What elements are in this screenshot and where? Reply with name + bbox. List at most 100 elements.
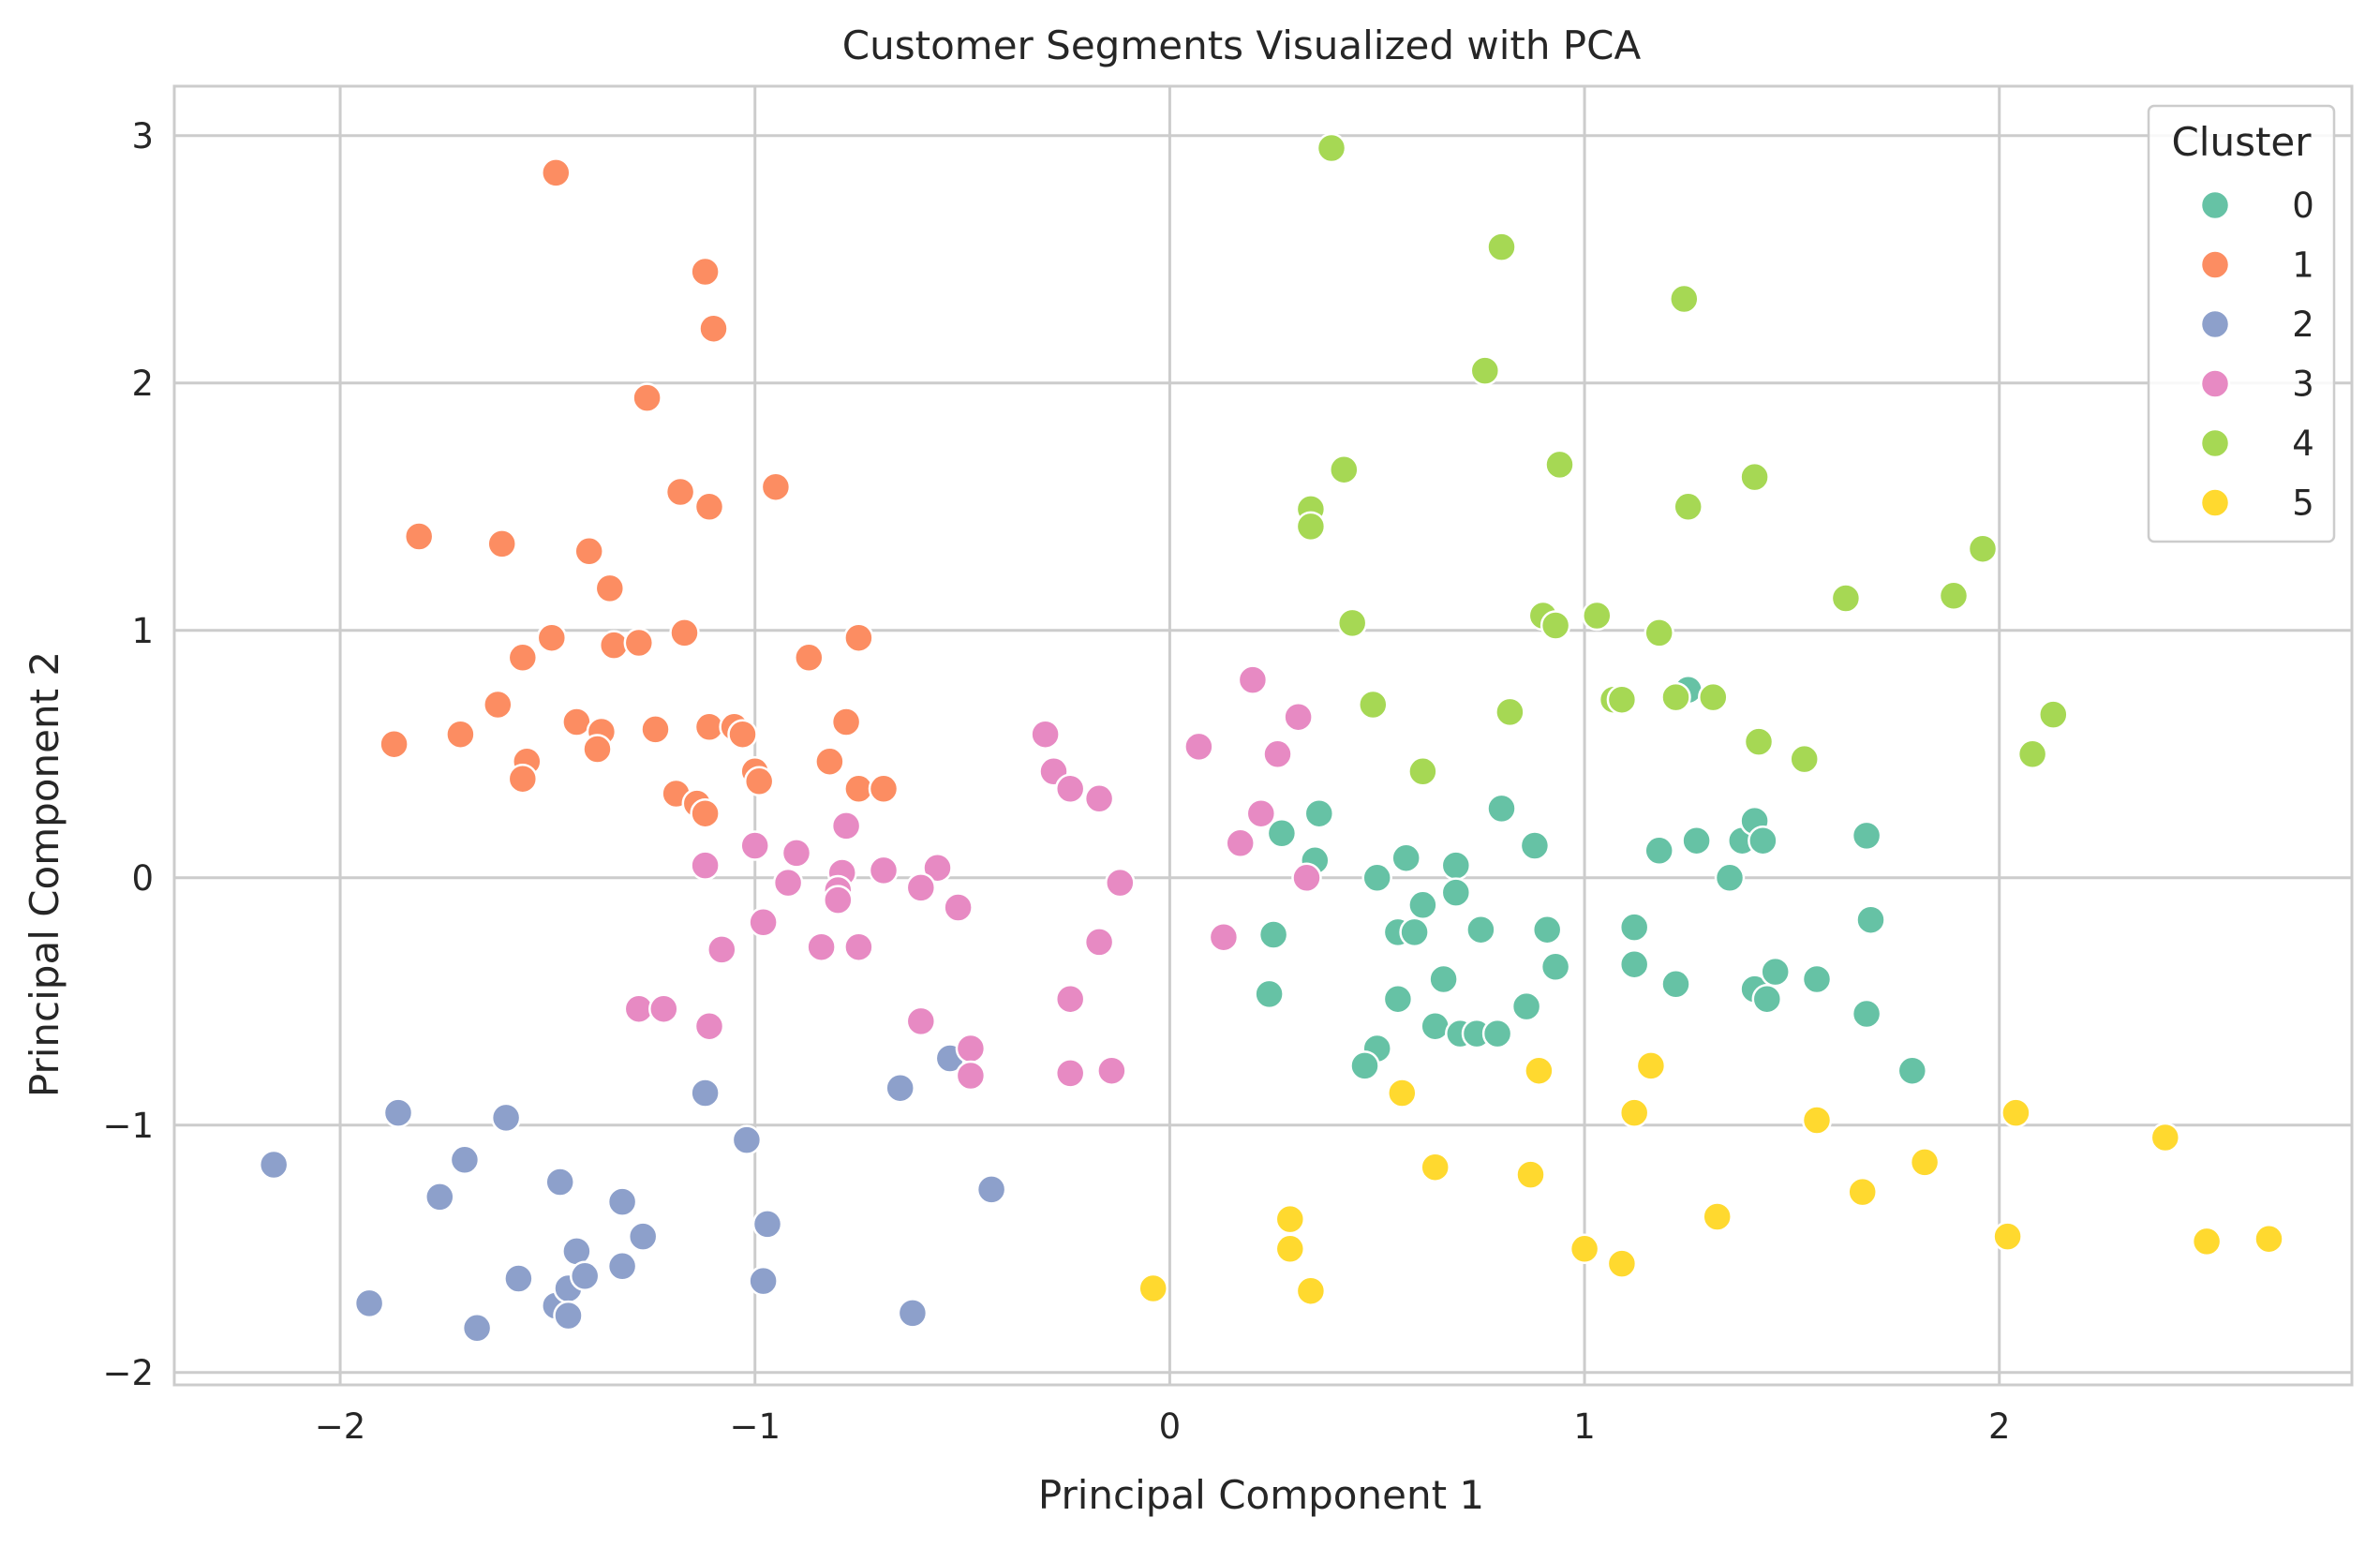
data-point — [1851, 998, 1882, 1030]
data-point — [2191, 1226, 2223, 1257]
data-point — [1714, 862, 1746, 894]
data-point — [1420, 1010, 1450, 1042]
series-4 — [1295, 132, 2069, 787]
data-point — [1283, 701, 1314, 733]
data-point — [1519, 830, 1551, 861]
data-point — [731, 1124, 763, 1155]
plot-area: −2 −1 0 1 2 −2 −1 0 1 2 3 — [102, 84, 2354, 1447]
data-point — [830, 811, 862, 841]
legend-label: 0 — [2292, 186, 2314, 226]
legend-label: 5 — [2292, 483, 2314, 524]
data-point — [943, 892, 974, 923]
data-point — [503, 1263, 534, 1294]
data-point — [806, 931, 837, 962]
data-point — [486, 528, 517, 559]
data-point — [1739, 461, 1770, 493]
data-point — [1295, 511, 1327, 543]
data-point — [1407, 756, 1438, 787]
data-point — [1540, 610, 1571, 641]
data-point — [727, 719, 758, 750]
data-point — [1789, 743, 1820, 775]
data-point — [1391, 842, 1421, 873]
y-tick-label: 1 — [131, 611, 154, 651]
data-point — [1531, 914, 1563, 945]
data-point — [868, 855, 900, 886]
data-point — [693, 491, 725, 523]
data-point — [507, 763, 539, 795]
data-point — [843, 622, 874, 653]
data-point — [1748, 825, 1778, 856]
data-point — [1295, 1275, 1327, 1306]
data-point — [781, 838, 812, 869]
legend-label: 2 — [2292, 305, 2314, 345]
data-point — [379, 728, 409, 760]
data-point — [830, 707, 862, 737]
data-point — [693, 1010, 725, 1042]
data-point — [1644, 835, 1674, 867]
data-point — [2001, 1097, 2031, 1128]
data-point — [1245, 797, 1277, 829]
data-point — [598, 630, 630, 661]
data-point — [1702, 1201, 1733, 1232]
data-point — [258, 1149, 290, 1181]
chart-title: Customer Segments Visualized with PCA — [842, 22, 1642, 68]
x-tick-label: −2 — [315, 1406, 366, 1447]
data-point — [690, 1078, 721, 1108]
data-point — [449, 1144, 481, 1176]
data-point — [1358, 689, 1389, 721]
data-point — [1618, 948, 1650, 980]
data-point — [1751, 983, 1783, 1015]
data-point — [1083, 783, 1115, 814]
data-point — [690, 256, 721, 288]
data-point — [1635, 1050, 1667, 1081]
data-point — [955, 1033, 987, 1064]
data-point — [1582, 600, 1613, 632]
legend-label: 4 — [2292, 424, 2314, 464]
data-point — [1054, 773, 1086, 805]
data-point — [1361, 862, 1392, 894]
series-2 — [258, 1043, 1007, 1344]
data-point — [1681, 825, 1712, 856]
x-tick-label: 1 — [1573, 1406, 1596, 1447]
data-point — [1096, 1055, 1127, 1086]
data-point — [648, 993, 679, 1024]
legend-marker — [2199, 189, 2231, 221]
data-point — [424, 1182, 455, 1212]
data-point — [606, 1186, 638, 1217]
data-point — [1266, 818, 1298, 849]
series-0 — [1254, 674, 1928, 1086]
y-tick-label: 2 — [131, 364, 154, 404]
data-point — [573, 536, 604, 567]
data-point — [461, 1313, 493, 1344]
data-point — [1274, 1233, 1306, 1265]
data-point — [2016, 738, 2048, 770]
data-point — [955, 1060, 987, 1092]
legend-marker — [2199, 427, 2231, 459]
data-point — [403, 521, 435, 552]
data-point — [483, 689, 513, 721]
data-point — [1801, 1105, 1833, 1136]
data-point — [2038, 699, 2069, 730]
data-point — [664, 476, 696, 508]
y-axis-title: Principal Component 2 — [22, 651, 67, 1097]
data-point — [1237, 664, 1269, 695]
data-point — [1606, 1248, 1638, 1279]
data-point — [632, 382, 662, 413]
data-point — [1030, 719, 1061, 750]
data-point — [1660, 681, 1691, 713]
data-point — [1257, 919, 1289, 950]
data-point — [1083, 927, 1115, 958]
data-point — [905, 872, 937, 903]
data-point — [1054, 983, 1086, 1015]
data-point — [1303, 797, 1335, 829]
data-point — [1760, 956, 1791, 988]
data-point — [1510, 990, 1542, 1022]
data-point — [1606, 684, 1638, 715]
data-point — [1481, 1018, 1513, 1049]
data-point — [748, 907, 779, 938]
data-point — [536, 622, 568, 653]
data-point — [1855, 904, 1886, 935]
plot-border — [172, 84, 2354, 1387]
data-point — [1743, 726, 1775, 757]
